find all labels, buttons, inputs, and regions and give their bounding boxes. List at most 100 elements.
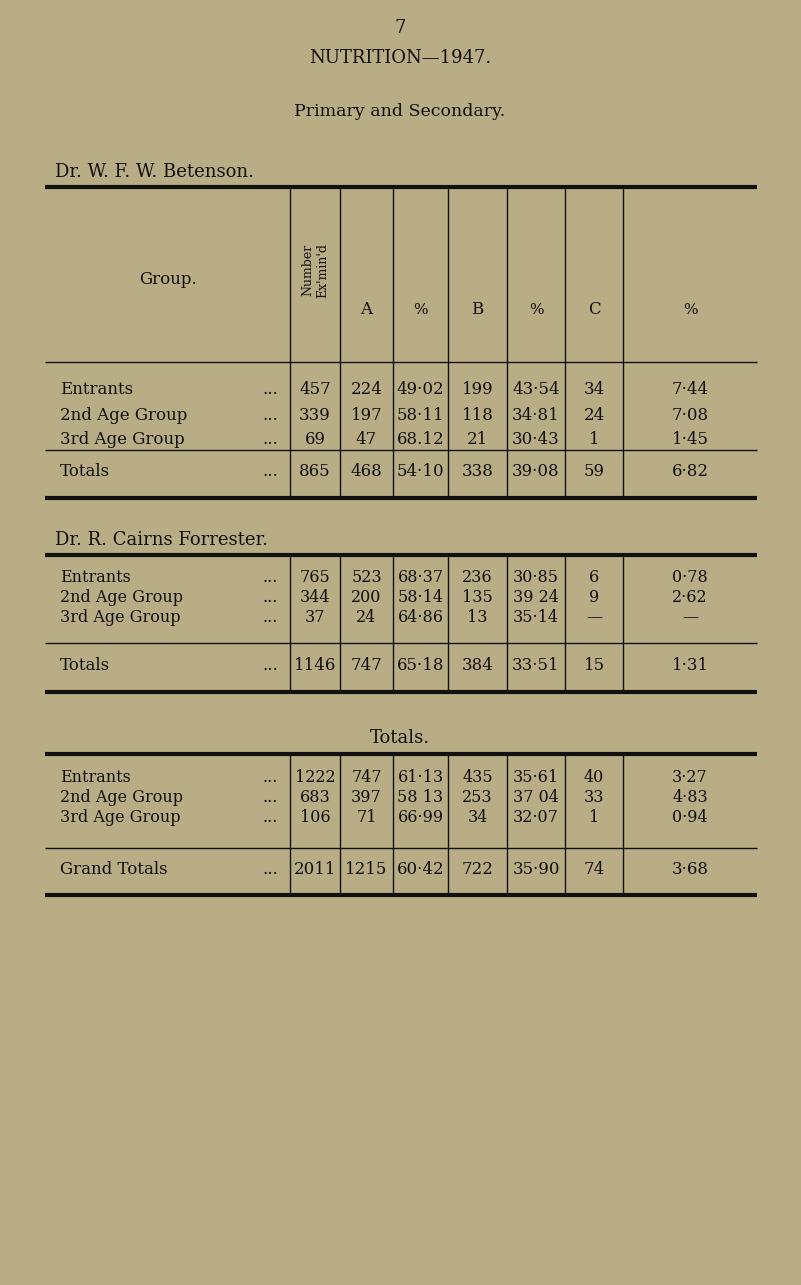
- Text: 7·08: 7·08: [671, 406, 709, 424]
- Text: 65·18: 65·18: [396, 657, 445, 673]
- Text: 0·94: 0·94: [672, 810, 708, 826]
- Text: 32·07: 32·07: [513, 810, 559, 826]
- Text: 683: 683: [300, 789, 330, 807]
- Text: 2·62: 2·62: [672, 590, 708, 607]
- Text: 58·14: 58·14: [397, 590, 444, 607]
- Text: A: A: [360, 302, 372, 319]
- Text: 66·99: 66·99: [397, 810, 444, 826]
- Text: 24: 24: [356, 609, 376, 627]
- Text: —: —: [682, 609, 698, 627]
- Text: 58 13: 58 13: [397, 789, 444, 807]
- Text: ...: ...: [262, 657, 278, 673]
- Text: 236: 236: [462, 569, 493, 586]
- Text: 765: 765: [300, 569, 330, 586]
- Text: C: C: [588, 302, 600, 319]
- Text: Entrants: Entrants: [60, 569, 131, 586]
- Text: 68·37: 68·37: [397, 569, 444, 586]
- Text: 33: 33: [584, 789, 604, 807]
- Text: 74: 74: [583, 861, 605, 879]
- Text: 1·31: 1·31: [671, 657, 709, 673]
- Text: 2nd Age Group: 2nd Age Group: [60, 590, 183, 607]
- Text: 71: 71: [356, 810, 376, 826]
- Text: 7·44: 7·44: [671, 382, 709, 398]
- Text: 69: 69: [304, 432, 325, 448]
- Text: ...: ...: [263, 770, 278, 786]
- Text: Number
Ex'min'd: Number Ex'min'd: [301, 243, 329, 298]
- Text: Totals: Totals: [60, 657, 110, 673]
- Text: %: %: [682, 303, 698, 317]
- Text: 30·85: 30·85: [513, 569, 559, 586]
- Text: 435: 435: [462, 770, 493, 786]
- Text: 1146: 1146: [294, 657, 336, 673]
- Text: ...: ...: [263, 609, 278, 627]
- Text: %: %: [413, 303, 428, 317]
- Text: 21: 21: [467, 432, 488, 448]
- Text: 197: 197: [351, 406, 382, 424]
- Text: 865: 865: [300, 464, 331, 481]
- Text: 35·14: 35·14: [513, 609, 559, 627]
- Text: 457: 457: [299, 382, 331, 398]
- Text: Entrants: Entrants: [60, 382, 133, 398]
- Text: Grand Totals: Grand Totals: [60, 861, 167, 879]
- Text: Primary and Secondary.: Primary and Secondary.: [295, 104, 505, 121]
- Text: 1·45: 1·45: [671, 432, 709, 448]
- Text: Totals.: Totals.: [370, 729, 430, 747]
- Text: 60·42: 60·42: [396, 861, 445, 879]
- Text: 200: 200: [352, 590, 382, 607]
- Text: 384: 384: [461, 657, 493, 673]
- Text: 199: 199: [461, 382, 493, 398]
- Text: ...: ...: [262, 382, 278, 398]
- Text: 2nd Age Group: 2nd Age Group: [60, 789, 183, 807]
- Text: 47: 47: [356, 432, 377, 448]
- Text: —: —: [586, 609, 602, 627]
- Text: 30·43: 30·43: [512, 432, 560, 448]
- Text: ...: ...: [262, 861, 278, 879]
- Text: ...: ...: [262, 432, 278, 448]
- Text: 58·11: 58·11: [396, 406, 445, 424]
- Text: 344: 344: [300, 590, 330, 607]
- Text: 3rd Age Group: 3rd Age Group: [60, 609, 180, 627]
- Text: 1215: 1215: [345, 861, 388, 879]
- Text: 35·61: 35·61: [513, 770, 559, 786]
- Text: 35·90: 35·90: [513, 861, 560, 879]
- Text: 59: 59: [583, 464, 605, 481]
- Text: 2nd Age Group: 2nd Age Group: [60, 406, 187, 424]
- Text: ...: ...: [263, 569, 278, 586]
- Text: 3·27: 3·27: [672, 770, 708, 786]
- Text: 1222: 1222: [295, 770, 336, 786]
- Text: Entrants: Entrants: [60, 770, 131, 786]
- Text: Dr. R. Cairns Forrester.: Dr. R. Cairns Forrester.: [55, 531, 268, 549]
- Text: 6·82: 6·82: [671, 464, 709, 481]
- Text: ...: ...: [263, 590, 278, 607]
- Text: 39·08: 39·08: [512, 464, 560, 481]
- Text: 3rd Age Group: 3rd Age Group: [60, 432, 185, 448]
- Text: 39 24: 39 24: [513, 590, 559, 607]
- Text: 54·10: 54·10: [396, 464, 445, 481]
- Text: 1: 1: [589, 810, 599, 826]
- Text: 37: 37: [304, 609, 325, 627]
- Text: 34: 34: [467, 810, 488, 826]
- Text: 338: 338: [461, 464, 493, 481]
- Text: 64·86: 64·86: [397, 609, 444, 627]
- Text: 397: 397: [351, 789, 382, 807]
- Text: 135: 135: [462, 590, 493, 607]
- Text: 339: 339: [299, 406, 331, 424]
- Text: 40: 40: [584, 770, 604, 786]
- Text: ...: ...: [262, 464, 278, 481]
- Text: 747: 747: [351, 770, 382, 786]
- Text: 523: 523: [351, 569, 382, 586]
- Text: 4·83: 4·83: [672, 789, 708, 807]
- Text: 3rd Age Group: 3rd Age Group: [60, 810, 180, 826]
- Text: ...: ...: [263, 810, 278, 826]
- Text: 722: 722: [461, 861, 493, 879]
- Text: 33·51: 33·51: [512, 657, 560, 673]
- Text: ...: ...: [262, 406, 278, 424]
- Text: 15: 15: [583, 657, 605, 673]
- Text: B: B: [471, 302, 484, 319]
- Text: 34: 34: [583, 382, 605, 398]
- Text: 68.12: 68.12: [396, 432, 445, 448]
- Text: NUTRITION—1947.: NUTRITION—1947.: [309, 49, 491, 67]
- Text: 118: 118: [461, 406, 493, 424]
- Text: 61·13: 61·13: [397, 770, 444, 786]
- Text: 49·02: 49·02: [396, 382, 445, 398]
